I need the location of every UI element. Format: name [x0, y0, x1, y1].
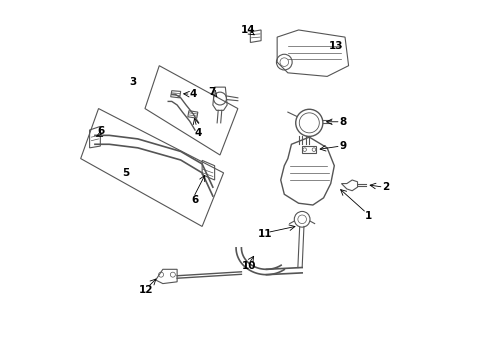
Text: 13: 13	[329, 41, 343, 51]
Text: 3: 3	[129, 77, 136, 87]
Text: 11: 11	[257, 229, 272, 239]
Text: 6: 6	[192, 195, 198, 204]
Text: 4: 4	[190, 89, 197, 99]
Text: 4: 4	[195, 128, 202, 138]
Text: 10: 10	[241, 261, 256, 271]
Text: 8: 8	[340, 117, 347, 127]
Text: 9: 9	[340, 141, 347, 151]
Text: 14: 14	[241, 25, 256, 35]
Text: 12: 12	[139, 285, 153, 295]
Text: 6: 6	[98, 126, 105, 136]
Text: 5: 5	[122, 168, 129, 178]
Text: 1: 1	[365, 211, 372, 221]
Text: 7: 7	[208, 87, 216, 98]
Text: 2: 2	[383, 182, 390, 192]
